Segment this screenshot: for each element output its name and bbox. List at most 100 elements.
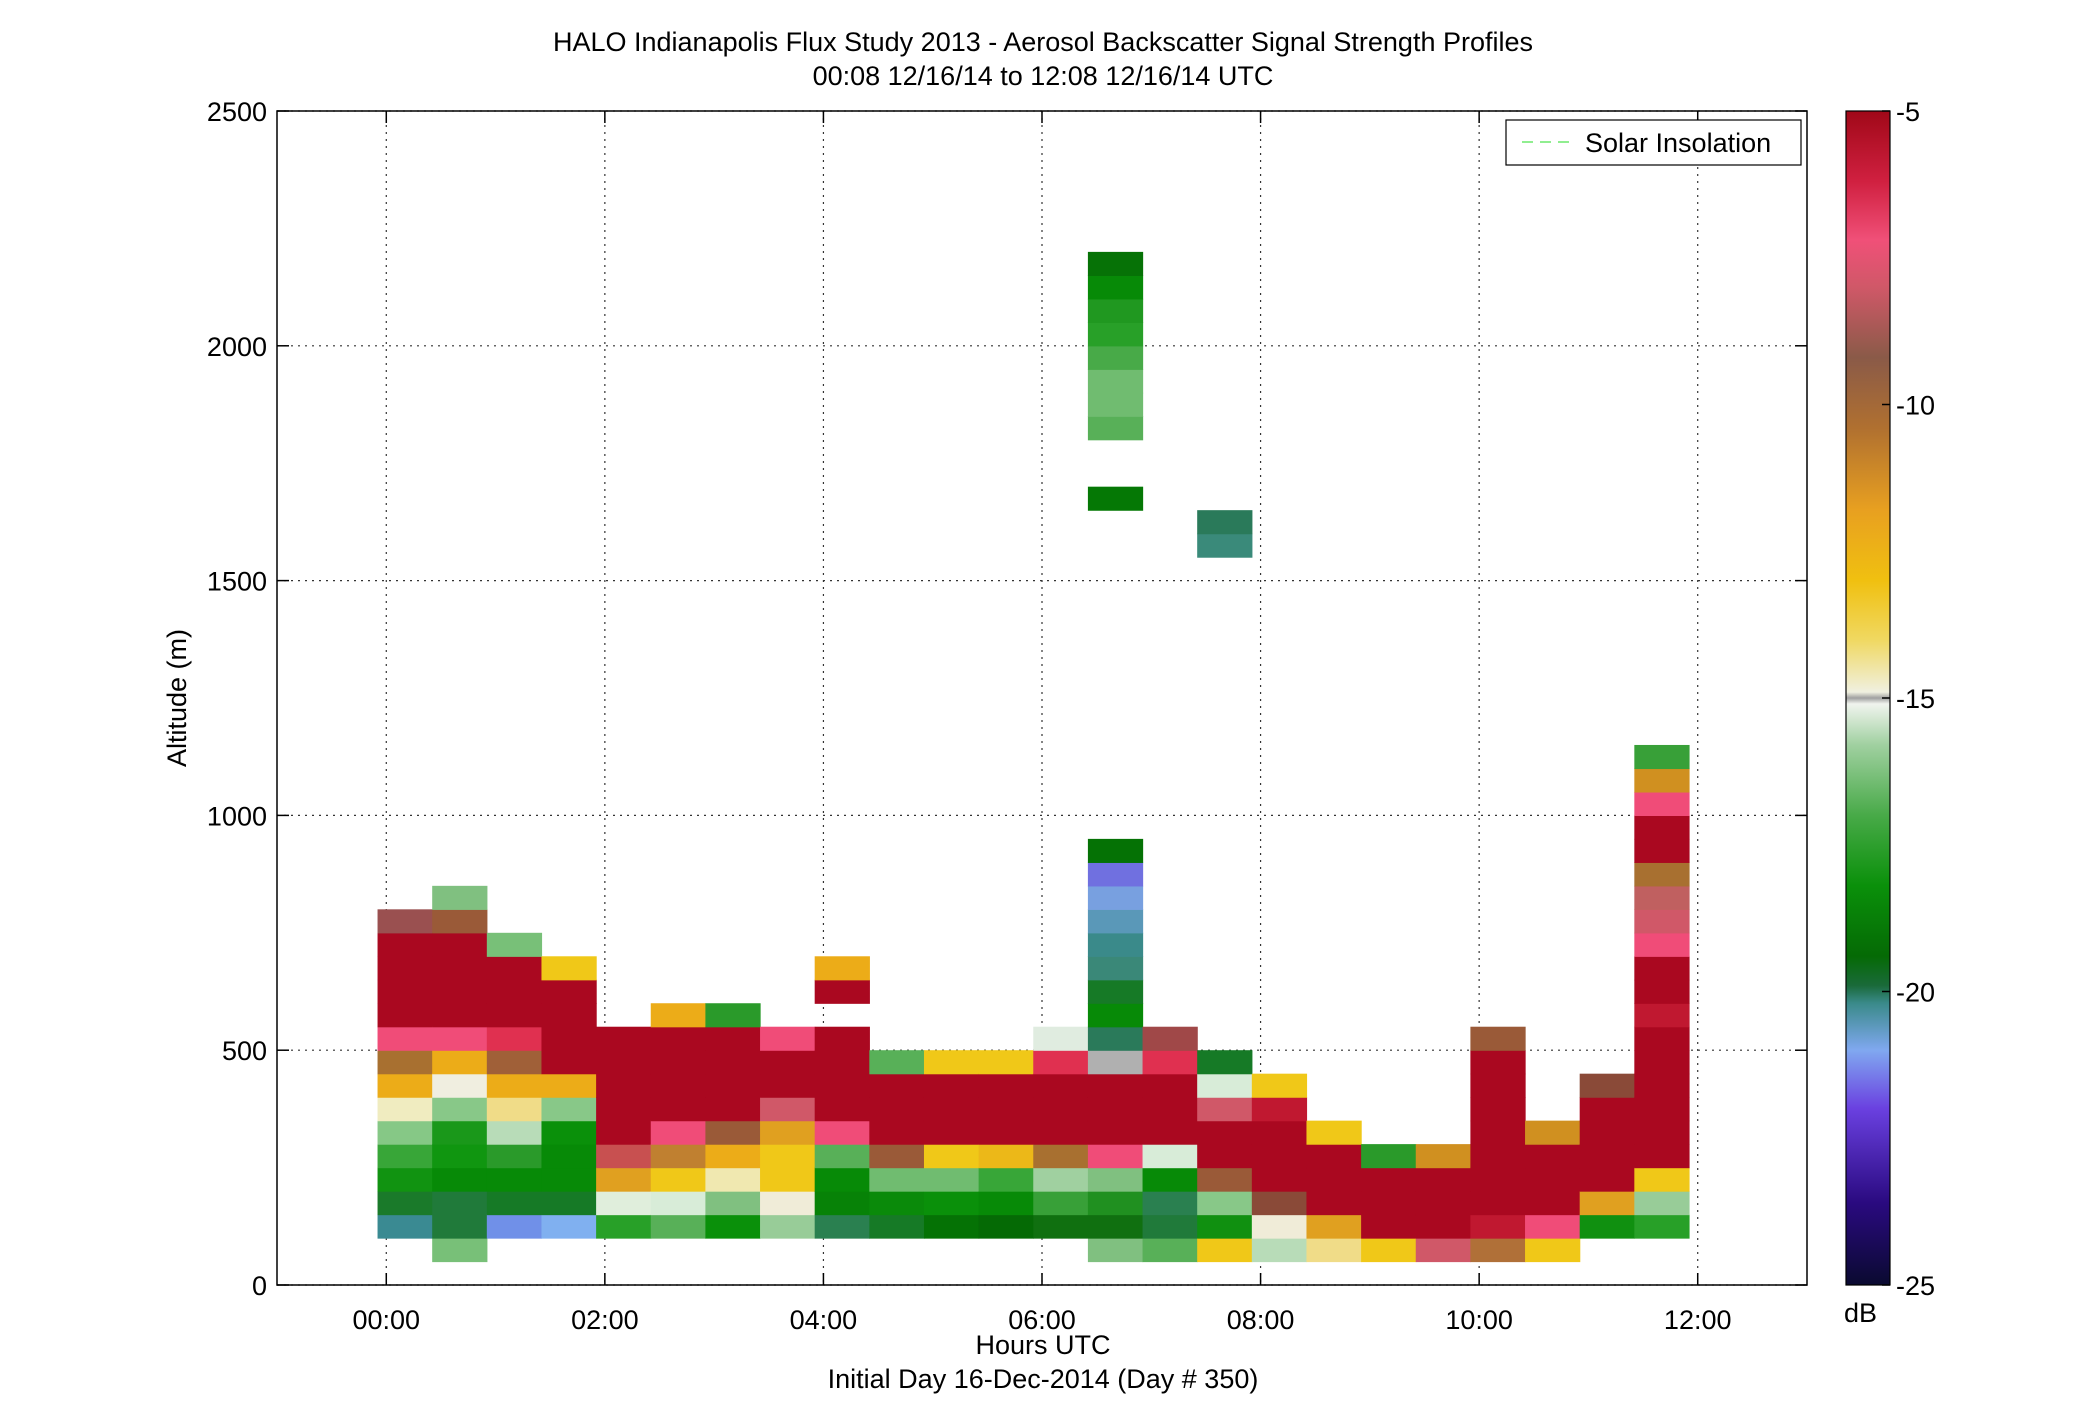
heatmap-cell bbox=[377, 1167, 433, 1192]
heatmap-cell bbox=[1470, 1191, 1526, 1216]
heatmap-cell bbox=[1361, 1214, 1417, 1239]
heatmap-cell bbox=[1251, 1120, 1308, 1145]
heatmap-cell bbox=[1087, 979, 1144, 1004]
heatmap-cell bbox=[1306, 1167, 1362, 1192]
heatmap-cell bbox=[432, 979, 488, 1004]
heatmap-cell bbox=[1634, 932, 1690, 957]
heatmap-cell bbox=[541, 1167, 597, 1192]
heatmap-cell bbox=[486, 1120, 543, 1145]
heatmap-cell bbox=[650, 1167, 706, 1192]
heatmap-cell bbox=[1306, 1120, 1362, 1145]
x-axis-sublabel: Initial Day 16-Dec-2014 (Day # 350) bbox=[828, 1364, 1259, 1394]
heatmap-cell bbox=[760, 1097, 816, 1122]
heatmap-cell bbox=[1251, 1238, 1308, 1263]
heatmap-cells bbox=[377, 251, 1690, 1263]
heatmap-cell bbox=[377, 1144, 433, 1169]
heatmap-cell bbox=[377, 909, 433, 934]
heatmap-cell bbox=[1634, 909, 1690, 934]
heatmap-cell bbox=[377, 1214, 433, 1239]
colorbar-ticks: -5 -10 -15 -20 -25 bbox=[1882, 97, 1935, 1301]
heatmap-cell bbox=[1579, 1097, 1635, 1122]
heatmap-cell bbox=[705, 1073, 761, 1098]
heatmap-cell bbox=[432, 956, 488, 981]
heatmap-cell bbox=[814, 1214, 870, 1239]
heatmap-cell bbox=[1470, 1238, 1526, 1263]
heatmap-cell bbox=[1087, 885, 1144, 910]
heatmap-cell bbox=[650, 1144, 706, 1169]
heatmap-cell bbox=[377, 1191, 433, 1216]
heatmap-cell bbox=[1634, 768, 1690, 793]
heatmap-cell bbox=[596, 1191, 652, 1216]
heatmap-cell bbox=[814, 1097, 870, 1122]
heatmap-cell bbox=[432, 1144, 488, 1169]
heatmap-cell bbox=[760, 1191, 816, 1216]
heatmap-cell bbox=[1087, 1238, 1144, 1263]
heatmap-cell bbox=[1033, 1191, 1089, 1216]
heatmap-cell bbox=[1087, 486, 1144, 511]
heatmap-cell bbox=[869, 1214, 925, 1239]
heatmap-cell bbox=[705, 1097, 761, 1122]
heatmap-cell bbox=[705, 1191, 761, 1216]
legend-label-solar-insolation: Solar Insolation bbox=[1585, 128, 1771, 158]
heatmap-cell bbox=[486, 1073, 543, 1098]
heatmap-cell bbox=[760, 1073, 816, 1098]
heatmap-cell bbox=[432, 1120, 488, 1145]
legend: Solar Insolation bbox=[1505, 119, 1802, 166]
heatmap-cell bbox=[1579, 1214, 1635, 1239]
heatmap-cell bbox=[978, 1073, 1034, 1098]
heatmap-cell bbox=[1251, 1191, 1308, 1216]
heatmap-cell bbox=[1087, 1214, 1144, 1239]
heatmap-cell bbox=[923, 1214, 980, 1239]
x-tick-label: 10:00 bbox=[1445, 1305, 1513, 1335]
heatmap-cell bbox=[978, 1120, 1034, 1145]
heatmap-cell bbox=[1634, 1097, 1690, 1122]
heatmap-cell bbox=[541, 1026, 597, 1051]
heatmap-cell bbox=[814, 956, 870, 981]
heatmap-cell bbox=[923, 1144, 980, 1169]
y-axis-label: Altitude (m) bbox=[162, 629, 192, 767]
heatmap-cell bbox=[1087, 322, 1144, 347]
heatmap-cell bbox=[486, 1214, 543, 1239]
heatmap-cell bbox=[650, 1050, 706, 1075]
heatmap-cell bbox=[1251, 1167, 1308, 1192]
heatmap-cell bbox=[1634, 1120, 1690, 1145]
x-tick-label: 06:00 bbox=[1008, 1305, 1076, 1335]
heatmap-cell bbox=[1579, 1120, 1635, 1145]
heatmap-cell bbox=[1634, 744, 1690, 770]
heatmap-cell bbox=[1087, 1097, 1144, 1122]
y-tick-label: 2500 bbox=[207, 97, 267, 127]
heatmap-cell bbox=[1087, 1167, 1144, 1192]
heatmap-cell bbox=[1634, 815, 1690, 840]
heatmap-cell bbox=[541, 1073, 597, 1098]
heatmap-cell bbox=[869, 1097, 925, 1122]
heatmap-cell bbox=[1525, 1144, 1581, 1169]
heatmap-cell bbox=[1087, 1144, 1144, 1169]
colorbar-unit-label: dB bbox=[1844, 1298, 1877, 1328]
heatmap-cell bbox=[486, 1026, 543, 1051]
heatmap-cell bbox=[650, 1120, 706, 1145]
heatmap-cell bbox=[486, 1144, 543, 1169]
heatmap-cell bbox=[541, 1144, 597, 1169]
heatmap-cell bbox=[377, 956, 433, 981]
heatmap-cell bbox=[1197, 1214, 1253, 1239]
heatmap-cell bbox=[1087, 909, 1144, 934]
chart-subtitle: 00:08 12/16/14 to 12:08 12/16/14 UTC bbox=[813, 61, 1274, 91]
heatmap-cell bbox=[1142, 1050, 1198, 1075]
y-tick-label: 1500 bbox=[207, 567, 267, 597]
heatmap-cell bbox=[486, 956, 543, 981]
heatmap-cell bbox=[1197, 1144, 1253, 1169]
heatmap-cell bbox=[1087, 369, 1144, 394]
heatmap-cell bbox=[596, 1026, 652, 1051]
heatmap-cell bbox=[1087, 1073, 1144, 1098]
heatmap-cell bbox=[596, 1073, 652, 1098]
heatmap-cell bbox=[760, 1214, 816, 1239]
heatmap-cell bbox=[814, 1144, 870, 1169]
heatmap-cell bbox=[978, 1191, 1034, 1216]
heatmap-cell bbox=[650, 1214, 706, 1239]
heatmap-cell bbox=[1634, 1050, 1690, 1075]
heatmap-cell bbox=[541, 1097, 597, 1122]
heatmap-cell bbox=[1415, 1214, 1471, 1239]
heatmap-cell bbox=[1087, 1050, 1144, 1075]
heatmap-cell bbox=[869, 1191, 925, 1216]
heatmap-cell bbox=[596, 1167, 652, 1192]
